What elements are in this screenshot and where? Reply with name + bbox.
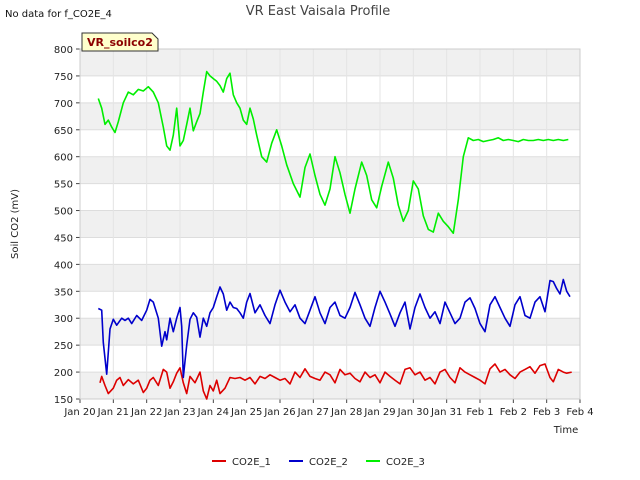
legend-label: CO2E_1 xyxy=(232,457,271,468)
y-tick-label: 250 xyxy=(54,341,73,352)
series-line-co2e-2 xyxy=(97,278,571,379)
x-tick-label: Jan 25 xyxy=(230,407,262,418)
y-tick-label: 550 xyxy=(54,180,73,191)
x-tick-label: Feb 4 xyxy=(566,407,593,418)
x-tick-label: Jan 22 xyxy=(130,407,162,418)
x-tick-label: Jan 20 xyxy=(63,407,95,418)
x-tick-label: Feb 2 xyxy=(500,407,527,418)
x-tick-label: Jan 21 xyxy=(97,407,129,418)
badge-label: VR_soilco2 xyxy=(87,36,153,49)
plot-frame xyxy=(79,48,581,400)
badge-shape xyxy=(81,32,159,52)
y-tick-label: 450 xyxy=(54,233,73,244)
y-tick-label: 300 xyxy=(54,314,73,325)
x-tick-label: Jan 27 xyxy=(297,407,329,418)
legend: CO2E_1 CO2E_2 CO2E_3 xyxy=(212,457,425,468)
y-axis-label: Soil CO2 (mV) xyxy=(10,189,21,259)
grid-band xyxy=(80,156,580,184)
y-tick-label: 650 xyxy=(54,126,73,137)
grid-band xyxy=(80,372,580,399)
x-tick-label: Jan 26 xyxy=(263,407,295,418)
y-tick-label: 400 xyxy=(54,260,73,271)
series-line-co2e-3 xyxy=(97,70,569,234)
x-tick-label: Jan 24 xyxy=(197,407,229,418)
y-tick-label: 700 xyxy=(54,99,73,110)
x-axis-label: Time xyxy=(553,425,578,436)
series-layer xyxy=(97,70,572,400)
no-data-note: No data for f_CO2E_4 xyxy=(5,9,112,20)
x-tick-label: Jan 30 xyxy=(397,407,429,418)
x-tick-label: Jan 23 xyxy=(163,407,195,418)
y-tick-label: 500 xyxy=(54,207,73,218)
y-tick-label: 200 xyxy=(54,368,73,379)
x-tick-label: Feb 3 xyxy=(533,407,560,418)
y-tick-label: 150 xyxy=(54,395,73,406)
legend-label: CO2E_3 xyxy=(386,457,425,468)
chart-title: VR East Vaisala Profile xyxy=(246,4,391,19)
legend-label: CO2E_2 xyxy=(309,457,348,468)
x-tick-label: Jan 31 xyxy=(430,407,462,418)
series-line-co2e-1 xyxy=(99,363,572,400)
x-tick-label: Jan 29 xyxy=(363,407,395,418)
grid-band xyxy=(80,210,580,238)
grid-band xyxy=(80,102,580,130)
grid-band xyxy=(80,264,580,292)
y-tick-label: 350 xyxy=(54,287,73,298)
y-tick-label: 600 xyxy=(54,153,73,164)
grid-band xyxy=(80,318,580,346)
grid-layer xyxy=(79,48,581,400)
x-tick-label: Jan 28 xyxy=(330,407,362,418)
grid-band xyxy=(80,49,580,76)
axes-layer: 150 200 250 300 350 400 450 500 550 600 650 700 750 8… xyxy=(54,45,594,418)
x-tick-label: Feb 1 xyxy=(466,407,493,418)
station-badge: VR_soilco2 xyxy=(81,32,159,52)
y-tick-label: 800 xyxy=(54,45,73,56)
y-tick-label: 750 xyxy=(54,72,73,83)
